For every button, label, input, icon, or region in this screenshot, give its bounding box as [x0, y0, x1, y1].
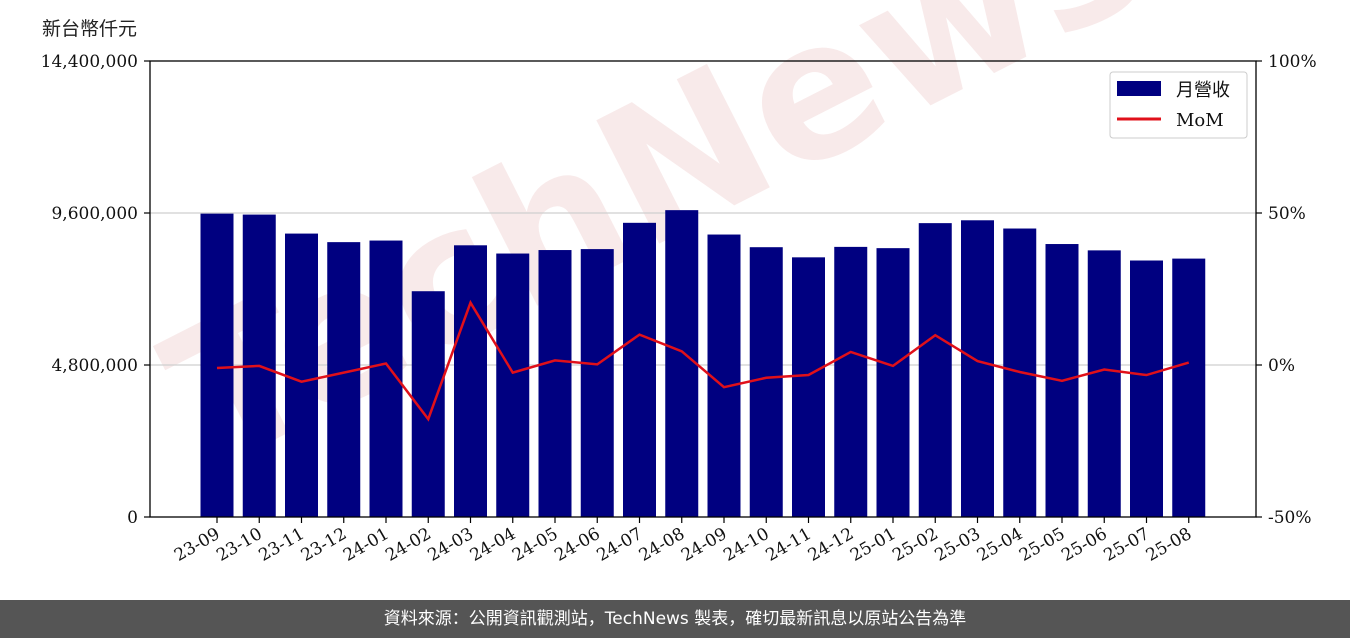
chart-svg: TechNews04,800,0009,600,00014,400,000-50… [41, 0, 1317, 566]
bar-23-11 [285, 233, 318, 518]
bar-25-07 [1130, 260, 1163, 517]
x-tick-label: 25-02 [889, 524, 941, 566]
y-right-tick-label: 100% [1268, 52, 1317, 72]
x-tick-label: 23-09 [171, 524, 223, 566]
mom-line [216, 299, 1190, 422]
x-tick-label: 25-05 [1016, 524, 1068, 566]
x-tick-label: 24-08 [636, 524, 688, 566]
x-tick-label: 24-10 [720, 524, 772, 566]
bar-24-06 [580, 249, 614, 517]
x-tick-label: 24-04 [467, 524, 519, 566]
x-tick-label: 24-03 [425, 524, 477, 566]
y-left-tick-label: 14,400,000 [41, 52, 138, 72]
x-tick-label: 24-06 [551, 524, 603, 566]
legend-label-mom: MoM [1176, 110, 1224, 131]
x-tick-label: 24-02 [382, 524, 434, 566]
bar-24-05 [538, 250, 572, 518]
bar-24-07 [623, 222, 656, 518]
x-tick-label: 25-03 [932, 524, 984, 566]
footer-caption: 資料來源：公開資訊觀測站，TechNews 製表，確切最新訊息以原站公告為準 [0, 600, 1350, 638]
y-left-tick-label: 9,600,000 [51, 204, 138, 224]
bar-25-08 [1172, 258, 1206, 517]
bar-24-08 [665, 210, 699, 517]
bar-25-03 [961, 220, 994, 518]
x-tick-label: 25-06 [1058, 524, 1110, 566]
x-tick-label: 24-11 [763, 524, 815, 566]
bar-24-10 [749, 247, 783, 517]
bar-24-09 [707, 234, 741, 518]
y-right-tick-label: 50% [1268, 204, 1306, 224]
x-tick-label: 23-11 [256, 524, 308, 566]
y-left-tick-label: 4,800,000 [51, 356, 138, 376]
x-tick-label: 23-10 [213, 524, 265, 566]
x-tick-label: 25-01 [847, 524, 899, 566]
bar-24-12 [834, 246, 868, 517]
x-tick-label: 24-09 [678, 524, 730, 566]
legend-swatch-bar [1117, 81, 1161, 96]
y-right-tick-label: 0% [1268, 356, 1295, 376]
x-tick-label: 25-04 [974, 524, 1026, 566]
plot-frame [149, 60, 1257, 518]
y-right-tick-label: -50% [1268, 508, 1312, 528]
x-tick-label: 24-07 [594, 524, 646, 566]
x-tick-label: 24-12 [805, 524, 857, 566]
legend-label-revenue: 月營收 [1176, 80, 1230, 101]
bar-24-04 [496, 253, 530, 518]
x-tick-label: 23-12 [298, 524, 350, 566]
bar-23-09 [200, 213, 234, 517]
bar-23-12 [327, 242, 361, 517]
x-tick-label: 24-05 [509, 524, 561, 566]
bar-24-11 [792, 257, 825, 517]
y-left-tick-label: 0 [127, 508, 138, 528]
x-tick-label: 25-07 [1101, 524, 1153, 566]
bar-25-02 [918, 223, 952, 517]
x-tick-label: 25-08 [1143, 524, 1195, 566]
bar-24-03 [454, 245, 487, 518]
bar-25-01 [876, 248, 910, 517]
bar-25-06 [1087, 250, 1121, 517]
y-axis-unit-label: 新台幣仟元 [42, 18, 138, 40]
x-tick-label: 24-01 [340, 524, 392, 566]
